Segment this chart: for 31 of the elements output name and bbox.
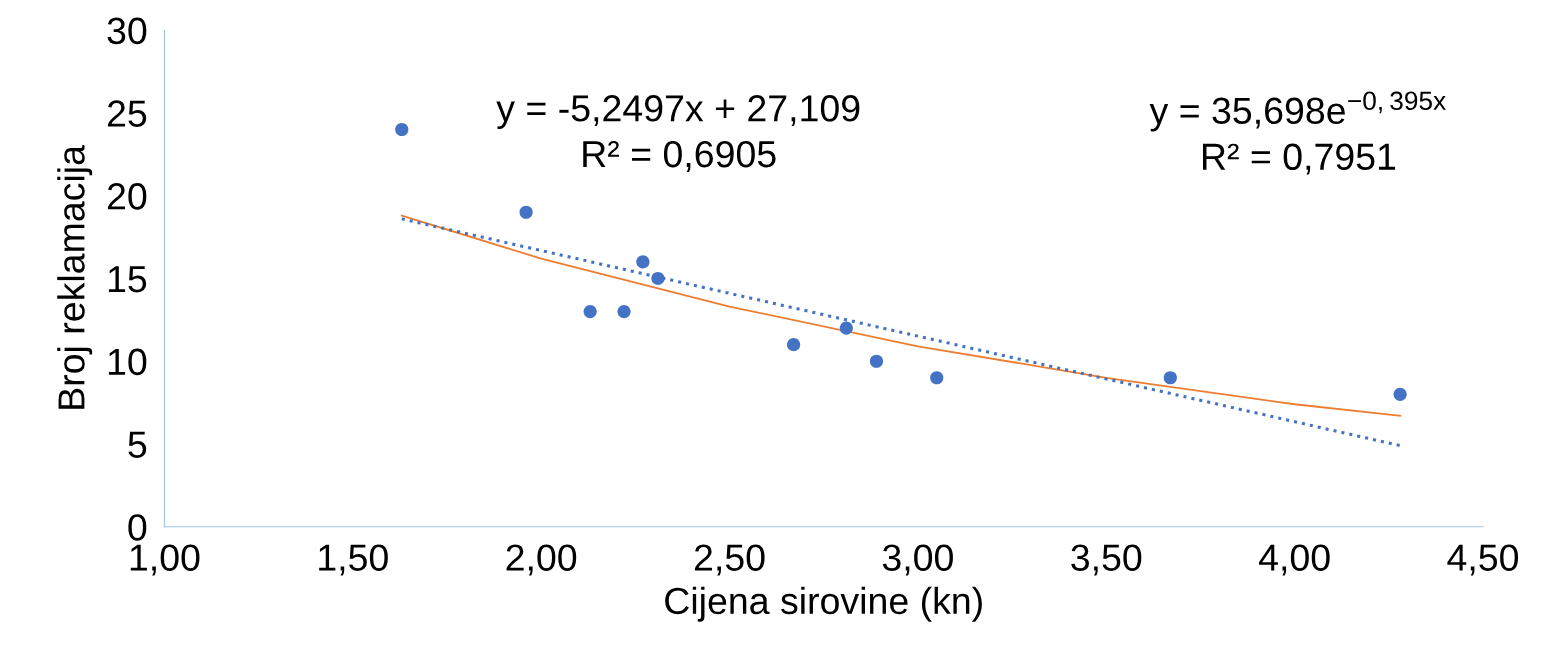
point <box>839 321 853 335</box>
point <box>617 304 631 319</box>
point <box>930 371 944 385</box>
x-axis-title: Cijena sirovine (kn) <box>665 586 982 622</box>
x-tick-label: 2,50 <box>694 544 765 576</box>
y-tick-label: 25 <box>107 100 147 127</box>
point <box>1163 371 1177 385</box>
y-tick-label: 5 <box>128 431 147 458</box>
y-tick-label: 10 <box>108 348 147 376</box>
x-tick-label: 4,00 <box>1259 544 1330 576</box>
y-tick-label: 15 <box>108 266 147 293</box>
x-tick-label: 3,50 <box>1071 544 1142 576</box>
x-tick-label: 3,00 <box>882 544 953 576</box>
point <box>869 354 884 368</box>
point <box>519 205 533 219</box>
y-axis-title: Broj reklamacija <box>57 145 93 409</box>
point <box>786 338 801 352</box>
point <box>636 255 650 269</box>
annotation: y = 35,698e$^{−0,395x}$ R² = 0,7951 <box>1149 91 1446 175</box>
y-tick-label: 20 <box>107 183 147 210</box>
x-tick-label: 1,50 <box>319 544 388 576</box>
point <box>1393 387 1407 401</box>
annotation: y = -5,2497x + 27,109 R² = 0,6905 <box>496 95 860 172</box>
x-tick-label: 4,50 <box>1447 544 1519 576</box>
y-tick-label: 30 <box>107 17 147 45</box>
x-tick-label: 1,00 <box>130 544 200 576</box>
point <box>395 122 409 137</box>
point <box>583 304 597 319</box>
x-tick-label: 2,00 <box>506 544 577 576</box>
y-tick-label: 0 <box>128 514 147 541</box>
point <box>651 271 665 286</box>
